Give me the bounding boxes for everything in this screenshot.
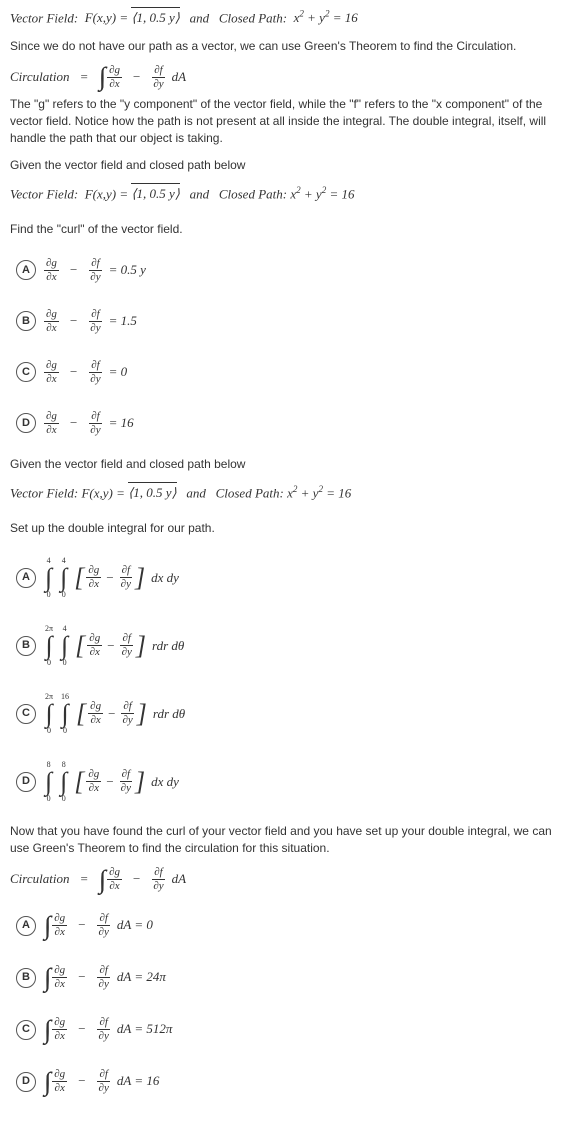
integral-choices: A 4∫0 4∫0 ∂g∂x − ∂f∂y dx dy B 2π∫0 4∫0 ∂… [10,551,572,809]
vector-closed-path-3: Vector Field: F(x,y) = ⟨1, 0.5 y⟩ and Cl… [10,483,572,503]
and: and [190,10,210,25]
curl-choice-d[interactable]: D ∂g∂x − ∂f∂y = 16 [16,405,572,442]
choice-value: dA = 512π [117,1020,173,1038]
question-curl: Find the "curl" of the vector field. [10,221,572,238]
choice-letter: B [16,311,36,331]
choice-letter: B [16,968,36,988]
choice-letter: C [16,1020,36,1040]
vf-label: Vector Field: [10,10,78,25]
choice-letter: D [16,772,36,792]
integral-choice-d[interactable]: D 8∫0 8∫0 ∂g∂x − ∂f∂y dx dy [16,755,572,809]
cp-label: Closed Path: [219,10,287,25]
choice-letter: A [16,260,36,280]
explain-text: The "g" refers to the "y component" of t… [10,96,572,146]
question-setup: Set up the double integral for our path. [10,520,572,537]
integrand-tail: rdr dθ [153,705,185,723]
circulation-formula-2: Circulation = ∫∫ ∂g∂x − ∂f∂y dA [10,867,572,893]
choice-value: = 0 [109,363,128,381]
choice-value: = 1.5 [109,312,137,330]
cp-expr: x2 + y2 = 16 [290,10,357,25]
curl-choice-c[interactable]: C ∂g∂x − ∂f∂y = 0 [16,354,572,391]
integral-choice-b[interactable]: B 2π∫0 4∫0 ∂g∂x − ∂f∂y rdr dθ [16,619,572,673]
intro-text: Since we do not have our path as a vecto… [10,38,572,55]
header-vector-closed-path: Vector Field: F(x,y) = ⟨1, 0.5 y⟩ and Cl… [10,8,572,28]
dA: dA [172,68,186,86]
choice-value: = 0.5 y [109,261,146,279]
final-choice-a[interactable]: A ∫∫ ∂g∂x − ∂f∂y dA = 0 [16,907,572,945]
integrand-tail: dx dy [151,773,179,791]
integral-choice-a[interactable]: A 4∫0 4∫0 ∂g∂x − ∂f∂y dx dy [16,551,572,605]
final-choice-b[interactable]: B ∫∫ ∂g∂x − ∂f∂y dA = 24π [16,959,572,997]
integrand-tail: dx dy [151,569,179,587]
choice-value: dA = 16 [117,1072,159,1090]
final-choice-d[interactable]: D ∫∫ ∂g∂x − ∂f∂y dA = 16 [16,1063,572,1101]
choice-letter: D [16,413,36,433]
circulation-label: Circulation [10,68,69,86]
given-text-1: Given the vector field and closed path b… [10,157,572,174]
frac-df-dy: ∂f∂y [151,65,165,90]
integral-choice-c[interactable]: C 2π∫0 16∫0 ∂g∂x − ∂f∂y rdr dθ [16,687,572,741]
choice-value: dA = 0 [117,916,153,934]
choice-letter: C [16,362,36,382]
integrand-tail: rdr dθ [152,637,184,655]
curl-choices: A ∂g∂x − ∂f∂y = 0.5 y B ∂g∂x − ∂f∂y = 1.… [10,252,572,442]
frac-dg-dx: ∂g∂x [107,65,122,90]
final-choices: A ∫∫ ∂g∂x − ∂f∂y dA = 0 B ∫∫ ∂g∂x − ∂f∂y… [10,907,572,1101]
final-choice-c[interactable]: C ∫∫ ∂g∂x − ∂f∂y dA = 512π [16,1011,572,1049]
choice-letter: A [16,568,36,588]
given-text-2: Given the vector field and closed path b… [10,456,572,473]
curl-choice-a[interactable]: A ∂g∂x − ∂f∂y = 0.5 y [16,252,572,289]
curl-choice-b[interactable]: B ∂g∂x − ∂f∂y = 1.5 [16,303,572,340]
choice-letter: D [16,1072,36,1092]
choice-value: = 16 [109,414,134,432]
vf-expr: F(x,y) = ⟨1, 0.5 y⟩ [81,10,179,25]
eq: = [80,68,87,86]
choice-value: dA = 24π [117,968,166,986]
choice-letter: C [16,704,36,724]
vector-closed-path-2: Vector Field: F(x,y) = ⟨1, 0.5 y⟩ and Cl… [10,184,572,204]
now-text: Now that you have found the curl of your… [10,823,572,857]
circulation-formula: Circulation = ∫∫ ∂g∂x − ∂f∂y dA [10,64,572,90]
choice-letter: A [16,916,36,936]
choice-letter: B [16,636,36,656]
